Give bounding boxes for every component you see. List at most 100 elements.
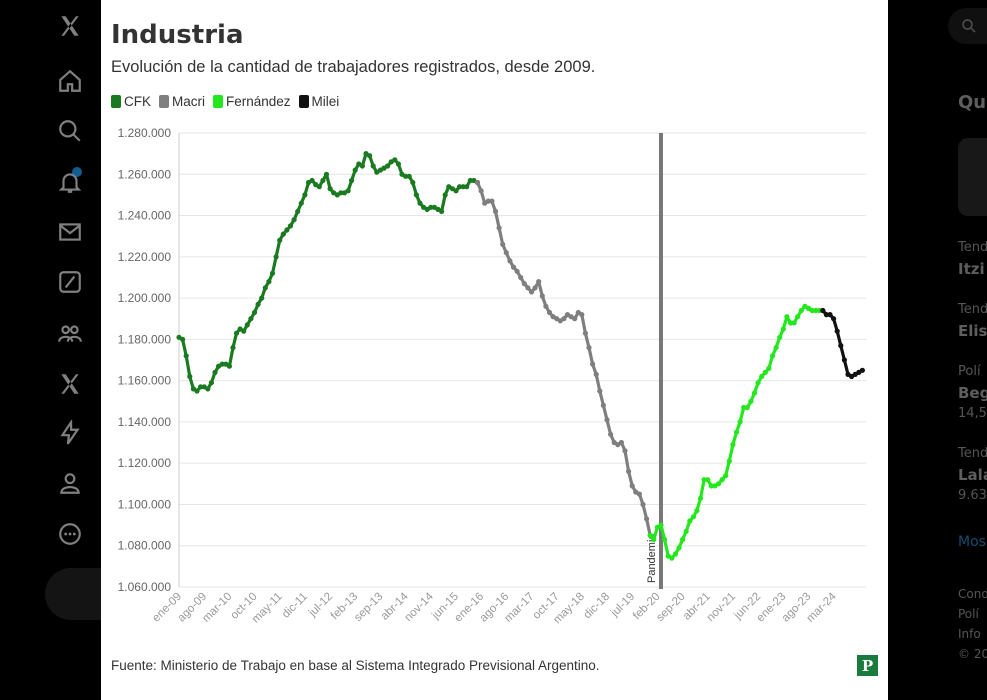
data-point (690, 514, 697, 520)
data-point (316, 184, 322, 190)
data-point (582, 330, 588, 336)
profile-icon[interactable] (52, 465, 88, 501)
data-point (787, 320, 794, 326)
data-point (751, 390, 758, 396)
data-point (798, 307, 804, 314)
data-point (518, 274, 524, 281)
trend-title[interactable]: Lala (958, 466, 987, 484)
footer-link[interactable]: Info (958, 627, 981, 641)
search-icon (962, 19, 976, 33)
data-point (622, 448, 628, 454)
more-icon[interactable] (52, 516, 88, 552)
data-point (823, 312, 830, 318)
data-point (525, 285, 531, 291)
data-point (277, 237, 283, 243)
y-tick-label: 1.280.000 (118, 126, 172, 140)
data-point (528, 289, 535, 295)
data-point (572, 316, 578, 322)
grok-icon[interactable] (52, 264, 88, 300)
data-point (859, 367, 866, 373)
x-logo-icon[interactable] (52, 8, 88, 44)
legend-label: Fernández (226, 94, 291, 109)
data-point (287, 223, 294, 229)
data-point (359, 163, 365, 169)
x-tick-label: sep-13 (352, 591, 385, 624)
pandemic-annotation: Pandemia (646, 533, 658, 583)
data-point (791, 320, 797, 326)
data-point (680, 536, 686, 543)
data-point (521, 281, 527, 287)
show-more-link[interactable]: Mos (958, 534, 986, 550)
publisher-logo: P (857, 655, 878, 676)
trend-thumbnail[interactable] (958, 138, 987, 216)
data-point (251, 309, 258, 316)
data-point (604, 417, 610, 423)
premium-icon[interactable] (52, 366, 88, 402)
data-point (194, 388, 200, 394)
data-point (841, 357, 848, 363)
verified-orgs-icon[interactable] (52, 415, 88, 451)
data-point (338, 190, 344, 196)
data-point (248, 316, 254, 322)
data-point (510, 264, 517, 270)
data-point (198, 384, 204, 390)
data-point (726, 458, 732, 464)
notification-badge (72, 167, 82, 177)
data-point (496, 225, 502, 231)
legend-swatch (298, 95, 309, 108)
data-point (672, 551, 679, 557)
data-point (403, 173, 409, 179)
home-icon[interactable] (52, 63, 88, 99)
data-point (647, 532, 653, 538)
data-point (370, 163, 376, 169)
data-point (827, 312, 833, 318)
data-point (492, 208, 499, 214)
data-point (831, 316, 837, 322)
right-column: Qu Tend Itzi Tend Elis Polí Beg 14,5 Ten… (888, 0, 987, 700)
trend-title[interactable]: Elis (958, 322, 987, 340)
data-point (536, 279, 542, 285)
data-point (485, 198, 491, 204)
data-point (298, 200, 304, 206)
data-point (640, 501, 646, 508)
data-point (561, 316, 567, 322)
data-point (777, 334, 783, 340)
y-tick-label: 1.220.000 (118, 250, 172, 264)
data-point (586, 345, 592, 351)
data-point (385, 163, 391, 169)
trend-title[interactable]: Itzi (958, 260, 985, 278)
data-point (762, 369, 768, 375)
trend-title[interactable]: Beg (958, 384, 987, 402)
data-point (442, 192, 448, 198)
data-point (467, 177, 473, 184)
legend-item-cfk: CFK (111, 94, 151, 109)
footer-link[interactable]: Cond (958, 587, 987, 601)
search-icon[interactable] (52, 113, 88, 149)
data-point (413, 192, 419, 198)
y-tick-label: 1.160.000 (118, 374, 172, 388)
y-tick-label: 1.240.000 (118, 209, 172, 223)
x-tick-label: sep-20 (654, 591, 687, 624)
messages-icon[interactable] (52, 214, 88, 250)
data-point (715, 481, 722, 487)
data-point (327, 186, 333, 192)
data-point (669, 555, 675, 561)
data-point (590, 361, 596, 367)
footer-link[interactable]: Polí (958, 607, 979, 621)
data-point (439, 208, 445, 214)
search-box[interactable] (948, 8, 987, 44)
chart-subtitle: Evolución de la cantidad de trabajadores… (111, 58, 596, 76)
data-point (507, 258, 513, 264)
data-point (295, 208, 301, 214)
data-point (244, 322, 250, 328)
data-point (187, 373, 193, 380)
notifications-icon[interactable] (52, 164, 88, 200)
communities-icon[interactable] (52, 315, 88, 351)
data-point (180, 336, 186, 342)
chart-source: Fuente: Ministerio de Trabajo en base al… (111, 658, 600, 673)
data-point (259, 295, 265, 301)
trend-meta: Polí (958, 364, 981, 379)
data-point (320, 177, 326, 184)
data-point (392, 157, 398, 163)
data-point (683, 528, 689, 534)
